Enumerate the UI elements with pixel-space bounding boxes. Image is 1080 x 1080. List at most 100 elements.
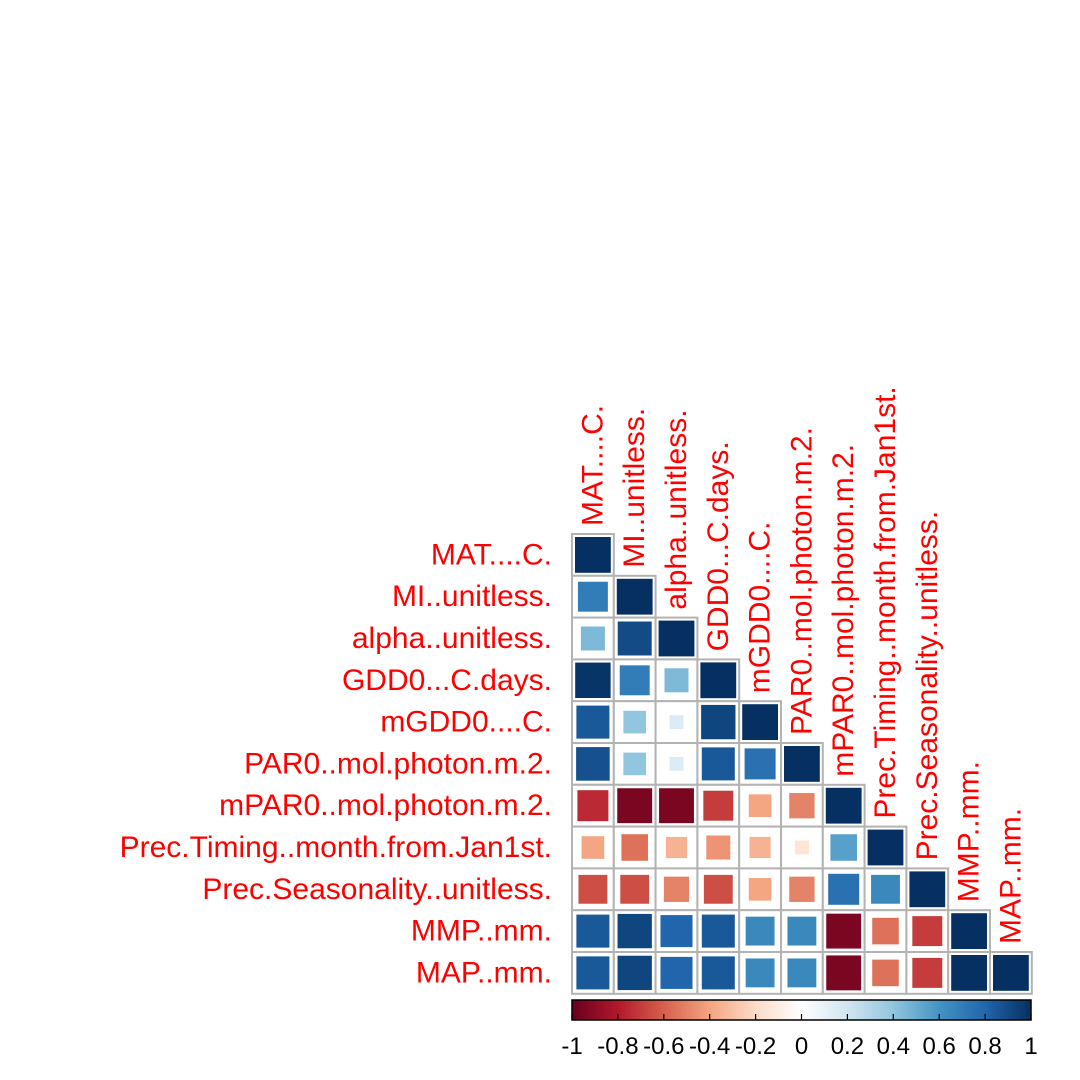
row-label: MAP..mm. [416,956,552,989]
colorbar-tick-label: 0.8 [968,1033,1001,1060]
column-label: Prec.Timing..month.from.Jan1st. [869,386,902,818]
cell-square-0-0 [575,537,611,573]
cell-square-7-7 [867,829,904,866]
cell-square-2-2 [658,620,695,657]
cell-square-4-0 [576,705,610,739]
cell-square-8-3 [703,874,733,904]
cell-square-2-1 [617,621,652,656]
colorbar-tick-label: -0.4 [689,1033,730,1060]
colorbar-tick-label: -0.6 [643,1033,684,1060]
row-label: MI..unitless. [392,580,552,613]
cell-square-6-6 [825,787,862,824]
cell-square-6-2 [659,788,694,824]
cell-square-5-5 [784,746,820,782]
cell-square-9-6 [826,913,862,949]
cell-square-6-4 [748,794,772,818]
cell-square-5-1 [623,752,647,776]
cell-square-9-9 [951,913,987,949]
column-label: MI..unitless. [618,408,651,568]
cell-square-6-3 [703,790,734,821]
row-label: mPAR0..mol.photon.m.2. [219,789,552,822]
cell-square-3-1 [619,665,650,696]
row-label: PAR0..mol.photon.m.2. [244,747,552,780]
cell-square-6-1 [617,788,653,824]
cell-square-5-0 [576,747,610,781]
colorbar-tick-label: 0.4 [877,1033,910,1060]
cell-square-8-8 [909,871,946,908]
cell-square-3-2 [664,668,689,693]
cell-square-2-0 [580,626,605,651]
column-label: alpha..unitless. [660,409,693,609]
column-label: MAP..mm. [994,808,1027,944]
cell-square-5-4 [744,748,776,780]
cell-square-8-2 [663,876,690,902]
cell-square-9-4 [745,916,775,946]
cell-square-7-0 [581,836,605,859]
column-label: mGDD0....C. [744,522,777,694]
cell-square-3-0 [575,662,611,699]
colorbar-tick-label: 0.6 [923,1033,956,1060]
row-label: mGDD0....C. [380,706,552,739]
column-label: GDD0...C.days. [702,441,735,651]
colorbar-tick-label: -0.8 [597,1033,638,1060]
cell-square-8-5 [789,876,815,902]
cell-square-4-2 [669,715,684,730]
row-label: GDD0...C.days. [342,664,552,697]
cell-square-1-1 [616,578,653,615]
row-labels: MAT....C. MI..unitless. alpha..unitless. GD… [120,538,552,989]
cell-square-10-0 [576,956,610,990]
cell-square-10-8 [912,957,943,988]
column-labels: MAT....C. MI..unitless. alpha..unitless. GD… [576,386,1027,944]
cells-layer [571,533,1033,995]
cell-square-5-2 [669,756,684,771]
cell-square-7-5 [794,840,809,855]
cell-square-8-0 [578,874,608,904]
colorbar-tick-label: 0 [795,1033,808,1060]
column-label: MMP..mm. [953,761,986,902]
cell-square-9-5 [787,916,817,946]
row-label: Prec.Seasonality..unitless. [202,873,552,906]
cell-square-9-2 [660,915,693,948]
cell-square-9-8 [912,916,943,947]
cell-square-8-6 [828,873,860,905]
cell-square-10-5 [787,958,817,988]
cell-square-7-1 [621,834,648,861]
row-label: MMP..mm. [411,915,552,948]
cell-square-3-3 [700,662,737,699]
column-label: Prec.Seasonality..unitless. [911,511,944,861]
cell-square-8-4 [748,877,772,901]
cell-square-7-2 [665,836,688,859]
cell-square-5-3 [701,747,735,781]
cell-square-4-4 [742,704,778,740]
cell-square-4-1 [623,710,647,734]
cell-square-10-7 [872,959,899,987]
cell-square-8-7 [871,874,900,904]
colorbar-tick-label: 1 [1024,1033,1037,1060]
cell-square-10-3 [701,956,735,990]
cell-square-9-3 [701,914,735,948]
cell-square-1-0 [577,581,608,612]
column-label: PAR0..mol.photon.m.2. [785,427,818,735]
row-label: alpha..unitless. [352,622,552,655]
cell-square-6-5 [789,793,815,819]
colorbar-tick-label: 0.2 [831,1033,864,1060]
colorbar-tick-label: -0.2 [735,1033,776,1060]
color-legend: -1 -0.8 -0.6 -0.4 -0.2 0 0.2 0.4 0.6 0.8 1 [561,999,1038,1060]
cell-square-9-1 [617,913,652,949]
cell-square-10-2 [660,956,693,989]
column-label: MAT....C. [576,405,609,526]
cell-square-10-1 [617,955,652,991]
cell-square-7-3 [706,835,731,860]
cell-square-10-9 [951,955,987,991]
row-label: MAT....C. [431,538,552,571]
cell-square-9-7 [872,917,899,945]
cell-square-10-10 [993,955,1029,991]
row-label: Prec.Timing..month.from.Jan1st. [120,831,552,864]
cell-square-4-3 [701,704,736,740]
cell-square-7-6 [830,834,857,861]
cell-square-8-1 [620,874,650,904]
cell-square-6-0 [577,790,609,822]
cell-square-10-6 [826,955,862,991]
cell-square-9-0 [576,914,610,948]
